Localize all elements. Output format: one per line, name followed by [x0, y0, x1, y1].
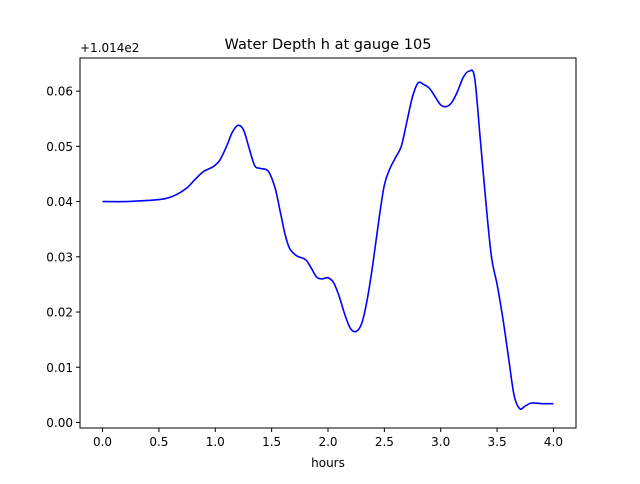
y-tick-label: 0.05	[46, 140, 73, 154]
y-axis-ticks: 0.00 0.01 0.02 0.03 0.04 0.05 0.06	[46, 85, 80, 430]
x-tick-label: 0.0	[93, 435, 112, 449]
series-line	[102, 69, 554, 410]
y-axis-offset-label: +1.014e2	[80, 41, 139, 55]
x-tick-label: 1.5	[262, 435, 281, 449]
y-tick-label: 0.03	[46, 250, 73, 264]
x-tick-label: 4.0	[544, 435, 563, 449]
y-tick-label: 0.06	[46, 85, 73, 99]
x-axis-ticks: 0.0 0.5 1.0 1.5 2.0 2.5 3.0 3.5 4.0	[93, 428, 563, 449]
plot-area-frame	[79, 57, 577, 429]
x-tick-label: 1.0	[206, 435, 225, 449]
x-tick-label: 2.0	[318, 435, 337, 449]
chart-title: Water Depth h at gauge 105	[225, 37, 432, 53]
series-group	[102, 69, 554, 410]
x-tick-label: 3.5	[488, 435, 507, 449]
x-tick-label: 3.0	[431, 435, 450, 449]
y-tick-label: 0.04	[46, 195, 73, 209]
y-tick-label: 0.00	[46, 416, 73, 430]
y-tick-label: 0.02	[46, 306, 73, 320]
x-tick-label: 2.5	[375, 435, 394, 449]
y-tick-label: 0.01	[46, 361, 73, 375]
x-axis-label: hours	[311, 456, 345, 470]
x-tick-label: 0.5	[149, 435, 168, 449]
